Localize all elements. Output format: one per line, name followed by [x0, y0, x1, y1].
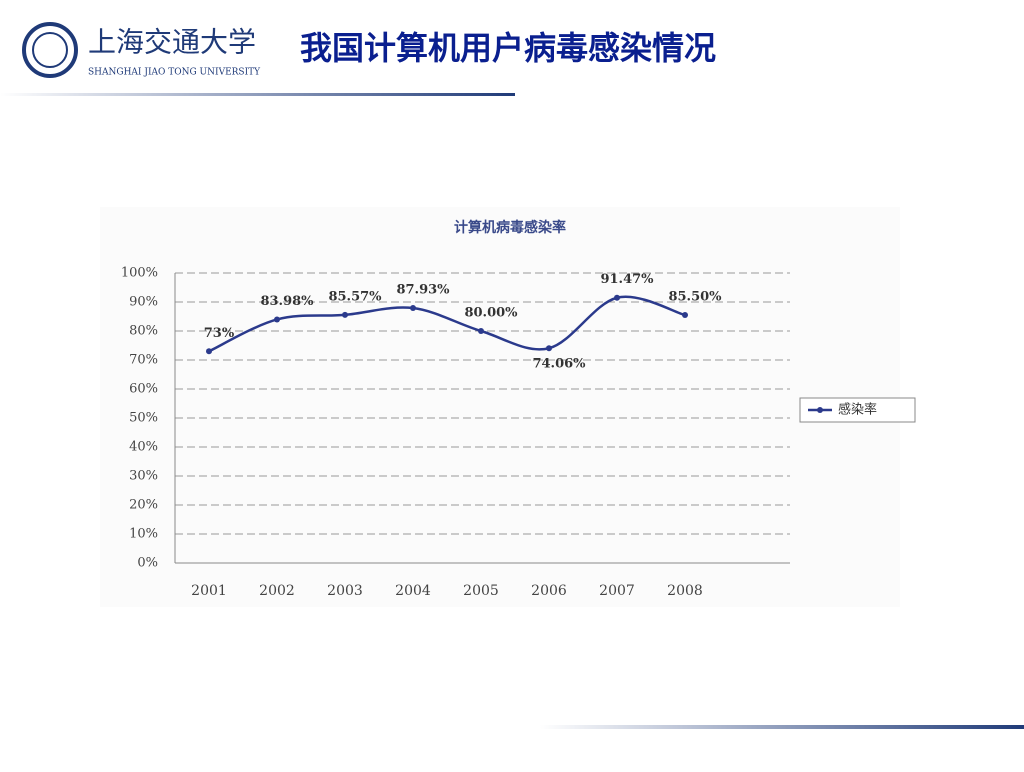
data-label: 85.50%: [668, 290, 722, 305]
y-tick-label: 10%: [129, 527, 158, 542]
y-tick-label: 60%: [129, 382, 158, 397]
y-tick-label: 30%: [129, 469, 158, 484]
logo-emblem: [22, 22, 78, 78]
chart-frame: [100, 207, 900, 607]
x-tick-label: 2001: [191, 583, 227, 599]
data-point: [206, 348, 212, 355]
legend-marker: [817, 407, 823, 413]
x-tick-label: 2008: [667, 583, 703, 599]
y-tick-label: 70%: [129, 353, 158, 368]
legend-box: [799, 397, 916, 423]
x-tick-label: 2003: [327, 583, 363, 599]
x-tick-label: 2004: [395, 583, 431, 599]
x-tick-label: 2002: [259, 583, 295, 599]
y-tick-label: 80%: [129, 324, 158, 339]
header-rule: [0, 93, 515, 96]
x-tick-label: 2005: [463, 583, 499, 599]
slide-title: 我国计算机用户病毒感染情况: [300, 29, 716, 67]
data-point: [682, 312, 688, 319]
logo-en: SHANGHAI JIAO TONG UNIVERSITY: [88, 68, 261, 78]
data-point: [274, 316, 280, 323]
data-point: [342, 311, 348, 318]
legend-label: 感染率: [838, 402, 877, 418]
y-tick-label: 40%: [129, 440, 158, 455]
y-tick-label: 20%: [129, 498, 158, 513]
chart-title: 计算机病毒感染率: [454, 219, 566, 236]
data-point: [478, 328, 484, 334]
x-tick-label: 2007: [599, 583, 635, 599]
footer-rule: [540, 725, 1024, 729]
data-label: 73%: [204, 326, 235, 341]
y-tick-label: 90%: [129, 295, 158, 310]
data-label: 91.47%: [600, 272, 654, 287]
y-tick-label: 50%: [129, 411, 158, 426]
data-label: 87.93%: [396, 283, 450, 298]
data-point: [546, 345, 552, 352]
y-tick-label: 100%: [121, 266, 158, 281]
logo-emblem-inner: [32, 32, 68, 68]
data-label: 85.57%: [328, 289, 382, 304]
data-point: [614, 294, 620, 301]
data-label: 74.06%: [532, 357, 586, 372]
series-line: [208, 295, 686, 353]
x-tick-label: 2006: [531, 583, 567, 599]
data-point: [410, 305, 416, 312]
logo-cn: 上海交通大学: [88, 26, 256, 59]
y-tick-label: 0%: [137, 556, 158, 571]
data-label: 83.98%: [260, 294, 314, 309]
data-label: 80.00%: [464, 306, 518, 321]
